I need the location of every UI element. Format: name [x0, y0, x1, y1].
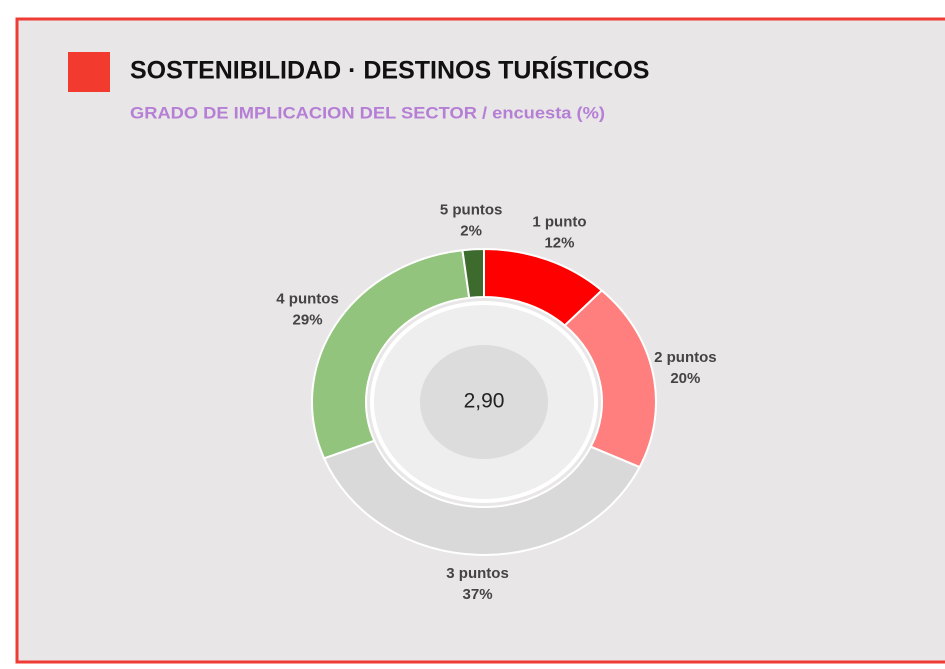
title-icon: [68, 52, 110, 92]
segment-label: 5 puntos: [440, 201, 503, 218]
segment-label: 4 puntos: [276, 290, 339, 307]
segment-label: 3 puntos: [446, 565, 509, 582]
chart-subtitle: GRADO DE IMPLICACION DEL SECTOR / encues…: [130, 103, 605, 122]
center-disc: [420, 345, 548, 459]
segment-value-label: 20%: [670, 370, 700, 387]
segment-value-label: 12%: [544, 235, 574, 252]
center-label: 2,90: [464, 390, 505, 413]
segment-value-label: 2%: [460, 222, 482, 239]
segment-label: 2 puntos: [654, 349, 717, 366]
segment-value-label: 29%: [293, 311, 323, 328]
donut-segment: [461, 247, 485, 299]
donut-segment: [322, 439, 642, 556]
donut-segment: [311, 249, 471, 460]
segment-value-label: 37%: [463, 586, 493, 603]
chart-title: SOSTENIBILIDAD · DESTINOS TURÍSTICOS: [130, 56, 649, 85]
segment-label: 1 punto: [532, 214, 586, 231]
